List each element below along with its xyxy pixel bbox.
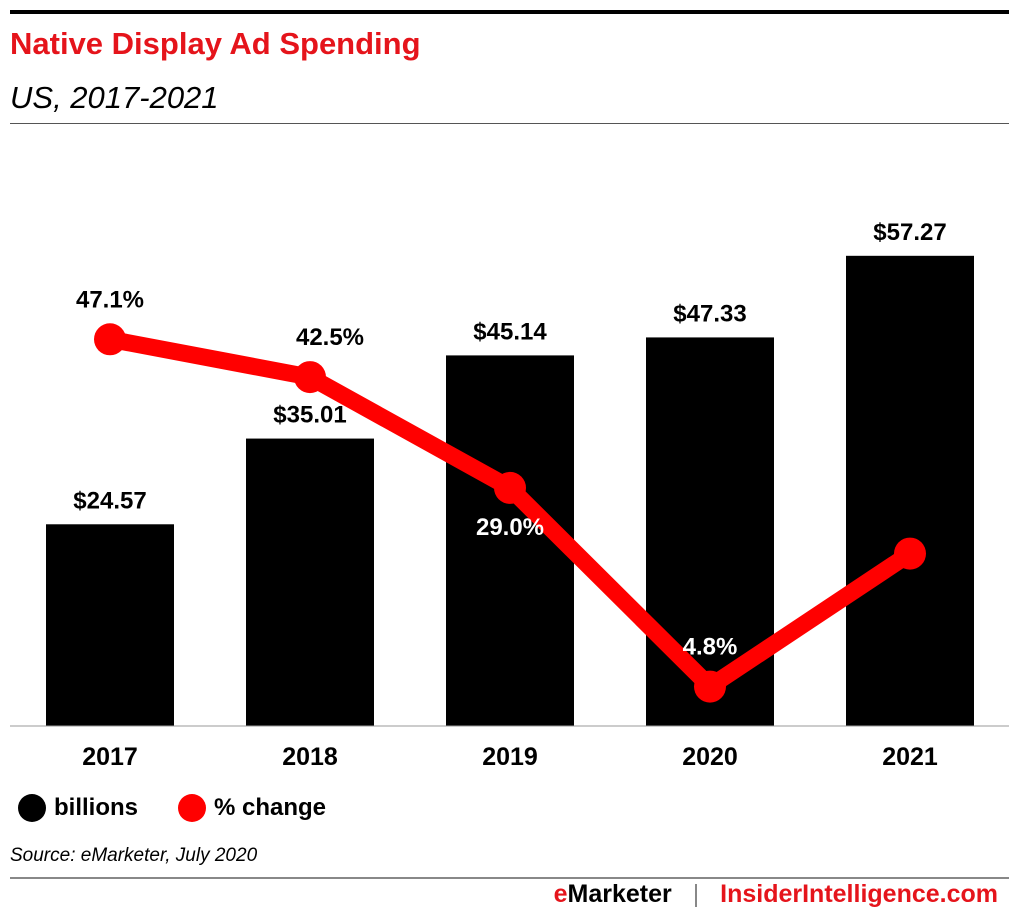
chart: $24.57 2017 $35.01 2018 $45.14 2019 $47.33 2020… xyxy=(10,219,1009,771)
bar-2021 xyxy=(846,255,974,726)
chart-title: Native Display Ad Spending xyxy=(10,26,421,61)
change-point xyxy=(294,361,326,394)
legend-swatch-billions xyxy=(18,794,46,822)
change-label: 21.0% xyxy=(876,501,944,528)
change-point xyxy=(694,670,726,703)
divider xyxy=(10,123,1009,124)
x-tick-label: 2019 xyxy=(482,743,538,771)
change-point xyxy=(494,471,526,504)
x-tick-label: 2020 xyxy=(682,743,738,771)
brand-name: Marketer xyxy=(567,880,672,908)
bar-2018 xyxy=(246,438,374,726)
x-tick-label: 2018 xyxy=(282,743,338,771)
change-label: 47.1% xyxy=(76,286,144,313)
bar-2017 xyxy=(46,524,174,726)
change-label: 4.8% xyxy=(683,634,738,661)
bar-label: $35.01 xyxy=(273,402,346,429)
top-bar xyxy=(10,10,1009,14)
footer-site: InsiderIntelligence.com xyxy=(720,880,998,908)
x-tick-label: 2017 xyxy=(82,743,138,771)
change-point xyxy=(894,537,926,570)
brand-e: e xyxy=(553,880,568,908)
legend: billions % change xyxy=(18,794,326,822)
footer-divider xyxy=(10,877,1009,879)
bar-label: $47.33 xyxy=(673,300,746,327)
legend-label-change: % change xyxy=(214,794,327,821)
change-label: 42.5% xyxy=(296,324,364,351)
source-note: Source: eMarketer, July 2020 xyxy=(10,845,258,866)
chart-subtitle: US, 2017-2021 xyxy=(10,80,219,115)
bar-label: $57.27 xyxy=(873,219,946,246)
change-label: 29.0% xyxy=(476,514,544,541)
bar-label: $24.57 xyxy=(73,487,146,514)
change-point xyxy=(94,323,126,356)
footer: eMarketer | InsiderIntelligence.com xyxy=(554,880,998,909)
legend-label-billions: billions xyxy=(54,794,138,821)
x-tick-label: 2021 xyxy=(882,743,938,771)
bar-label: $45.14 xyxy=(473,318,547,345)
legend-swatch-change xyxy=(178,794,206,822)
bar-2020 xyxy=(646,337,774,726)
footer-separator: | xyxy=(692,880,700,908)
